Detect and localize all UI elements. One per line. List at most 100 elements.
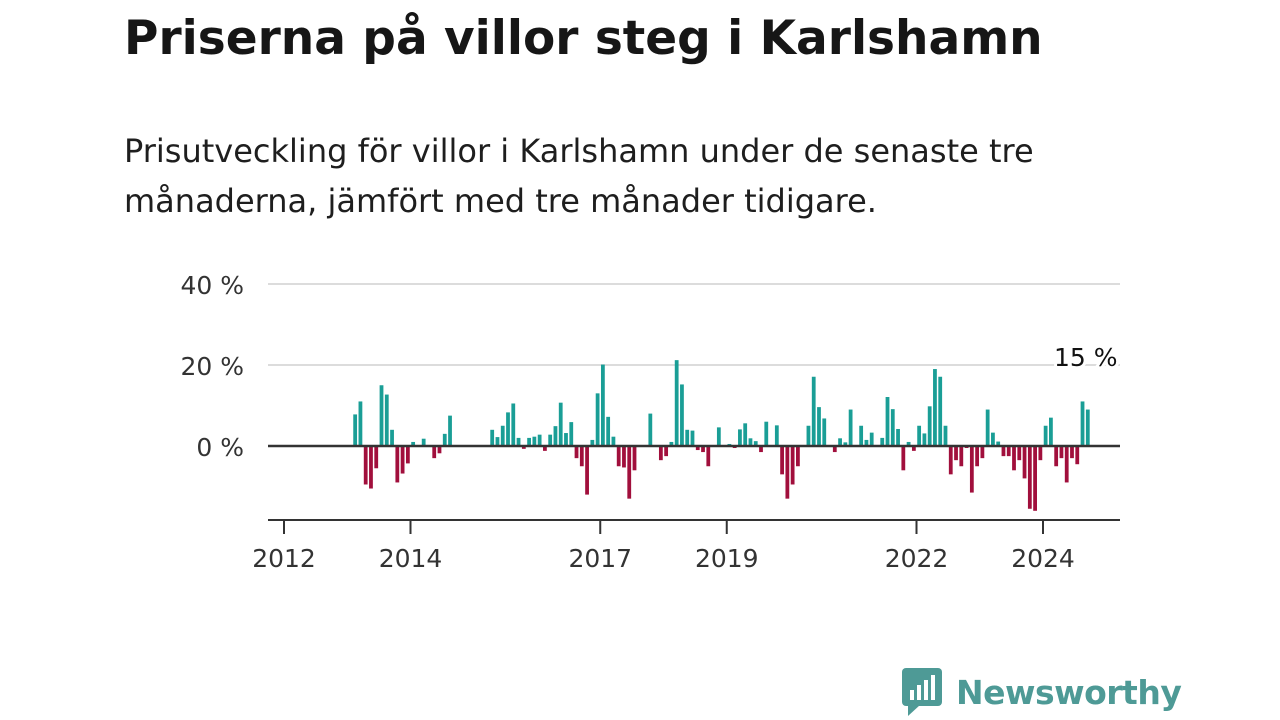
bar <box>796 446 800 467</box>
bar <box>869 432 874 446</box>
bar <box>490 429 495 446</box>
bar <box>374 446 379 469</box>
bar <box>811 376 816 447</box>
bars <box>353 360 1090 511</box>
bar <box>1033 446 1037 511</box>
bar <box>564 433 568 446</box>
bar <box>521 446 526 449</box>
bar <box>384 394 389 446</box>
bar <box>680 384 684 446</box>
bar <box>579 446 584 467</box>
bar <box>948 446 953 475</box>
bar <box>611 436 616 446</box>
bar <box>1085 409 1090 446</box>
bar <box>669 441 674 446</box>
bar <box>880 437 885 446</box>
bar <box>506 412 510 446</box>
x-tick-label: 2017 <box>568 544 632 573</box>
bar <box>848 409 853 446</box>
bar <box>701 446 705 453</box>
bar <box>379 385 384 446</box>
bar-chart: 0 % 20 % 40 % 2012 2014 2017 2019 2022 2024 15 … <box>180 271 1121 573</box>
gridlines <box>268 283 1120 366</box>
bar <box>917 425 922 446</box>
bar <box>690 430 695 446</box>
bar <box>569 422 574 446</box>
bar <box>495 437 500 446</box>
bar <box>1064 446 1069 483</box>
bar <box>954 446 958 461</box>
bar <box>790 446 795 485</box>
brand: Newsworthy <box>902 668 1182 716</box>
bar <box>537 434 542 446</box>
bar <box>685 429 690 446</box>
chart-subtitle: Prisutveckling för villor i Karlshamn un… <box>124 132 1034 220</box>
bar <box>975 446 980 467</box>
bar <box>353 414 358 446</box>
bar <box>511 403 516 446</box>
bar <box>743 423 748 446</box>
bar <box>558 402 563 446</box>
bar <box>774 425 779 446</box>
bar <box>896 428 900 446</box>
bar <box>405 446 410 464</box>
bar <box>437 446 442 454</box>
bar <box>1038 446 1043 461</box>
bar <box>738 429 742 446</box>
bar <box>548 434 553 446</box>
bar <box>527 437 531 446</box>
bar <box>843 442 848 447</box>
bar <box>911 446 916 451</box>
bar <box>448 415 452 447</box>
bar <box>553 426 558 446</box>
bar <box>585 446 589 495</box>
bar <box>1027 446 1032 509</box>
y-tick-label: 40 % <box>180 271 244 300</box>
x-tick-label: 2012 <box>252 544 316 573</box>
bar <box>574 446 579 459</box>
bar <box>832 446 837 453</box>
bar <box>695 446 700 451</box>
bar <box>1080 401 1085 446</box>
bar <box>859 425 864 446</box>
bar <box>901 446 906 471</box>
bar <box>764 421 769 446</box>
bar <box>890 409 895 446</box>
bar <box>622 446 626 468</box>
x-tick-label: 2014 <box>379 544 443 573</box>
bar <box>1017 446 1022 461</box>
x-tick-label: 2019 <box>695 544 759 573</box>
bar <box>1001 446 1006 457</box>
bar <box>590 439 595 446</box>
bar <box>927 406 932 446</box>
bar <box>411 441 416 446</box>
bar <box>1006 446 1011 457</box>
bar <box>838 438 842 446</box>
bar <box>706 446 711 467</box>
bar <box>432 446 437 459</box>
bar <box>606 416 611 446</box>
bar <box>516 437 521 446</box>
bar <box>1075 446 1080 465</box>
bar <box>1022 446 1027 479</box>
bar <box>806 425 811 446</box>
bar <box>959 446 964 467</box>
bar <box>648 413 653 446</box>
bar <box>996 441 1001 447</box>
bar <box>363 446 368 485</box>
bar <box>938 376 943 447</box>
bar <box>358 401 363 446</box>
bar <box>1043 425 1048 446</box>
x-tick-label: 2024 <box>1011 544 1075 573</box>
chart-title: Priserna på villor steg i Karlshamn <box>124 11 1043 66</box>
annotation-label: 15 % <box>1054 343 1118 372</box>
bar <box>716 427 721 446</box>
bar <box>390 429 394 446</box>
annotations: 15 % <box>1051 340 1121 375</box>
bar <box>864 439 869 446</box>
bar <box>600 364 605 447</box>
bar <box>759 446 763 453</box>
bar <box>674 360 679 446</box>
bar <box>991 432 995 446</box>
bar <box>817 407 821 446</box>
